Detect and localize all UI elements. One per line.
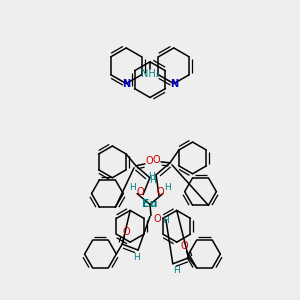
Text: H: H (173, 266, 180, 275)
Text: H: H (164, 183, 171, 192)
Text: N: N (122, 79, 130, 88)
Text: O: O (145, 156, 153, 166)
Text: H: H (149, 176, 156, 185)
Text: O: O (181, 241, 188, 251)
Text: H: H (133, 253, 140, 262)
Text: O: O (156, 187, 164, 196)
Text: O: O (136, 187, 144, 196)
Text: NH₂: NH₂ (141, 69, 159, 79)
Text: O: O (152, 155, 160, 165)
Text: Eu: Eu (142, 200, 158, 209)
Text: N: N (170, 79, 178, 88)
Text: O: O (122, 227, 130, 237)
Text: H: H (148, 172, 154, 181)
Text: H: H (129, 183, 136, 192)
Text: H: H (163, 216, 169, 225)
Text: O: O (153, 214, 161, 224)
